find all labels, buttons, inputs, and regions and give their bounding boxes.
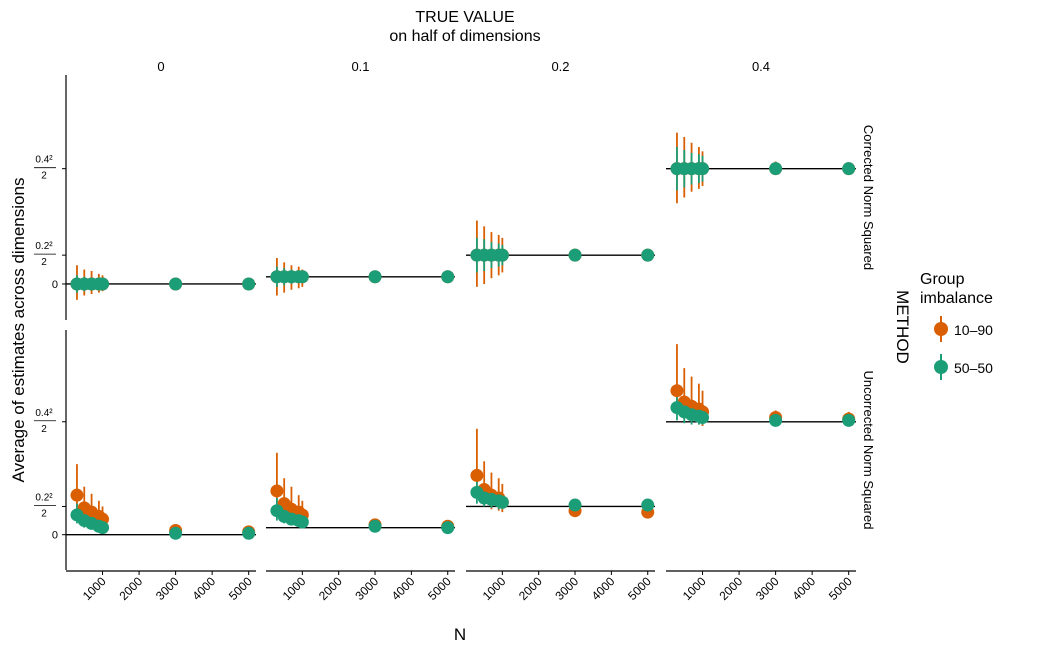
data-point (641, 248, 655, 262)
data-point (842, 162, 856, 176)
y-axis-label: Average of estimates across dimensions (9, 178, 28, 483)
data-point (368, 270, 382, 284)
x-tick-label: 1000 (80, 574, 109, 603)
data-point (495, 495, 509, 509)
data-point (270, 484, 284, 498)
y-tick-label-denominator: 2 (41, 257, 47, 268)
y-tick-label-denominator: 2 (41, 508, 47, 519)
x-tick-label: 5000 (625, 574, 654, 603)
data-point (696, 411, 710, 425)
data-point (295, 515, 309, 529)
data-point (441, 521, 455, 535)
y-tick-label-denominator: 2 (41, 424, 47, 435)
x-tick-label: 3000 (753, 574, 782, 603)
data-point (769, 162, 783, 176)
y-tick-label-denominator: 2 (41, 171, 47, 182)
legend: Group imbalance 10–90 50–50 (920, 270, 1035, 384)
legend-item-10-90: 10–90 (920, 316, 1035, 346)
data-point (568, 498, 582, 512)
data-point (441, 270, 455, 284)
data-point (169, 277, 183, 291)
data-point (568, 248, 582, 262)
legend-title-line1: Group (920, 271, 965, 288)
legend-item-label: 50–50 (954, 360, 993, 376)
x-tick-label: 2000 (116, 574, 145, 603)
data-point (70, 488, 84, 502)
x-tick-label: 4000 (189, 574, 218, 603)
x-tick-label: 2000 (716, 574, 745, 603)
data-point (470, 468, 484, 482)
data-point (696, 162, 710, 176)
facet-column-label: 0.2 (551, 59, 569, 74)
legend-key-dot (934, 322, 948, 336)
x-tick-label: 1000 (280, 574, 309, 603)
y-tick-label-numerator: 0.4² (35, 408, 53, 419)
legend-item-50-50: 50–50 (920, 354, 1035, 384)
facet-row-label: Uncorrected Norm Squared (861, 371, 876, 530)
legend-title-line2: imbalance (920, 290, 993, 307)
y-tick-label-numerator: 0.2² (35, 241, 53, 252)
data-point (295, 270, 309, 284)
facet-column-label: 0.1 (351, 59, 369, 74)
x-tick-label: 4000 (589, 574, 618, 603)
facet-row-label: Corrected Norm Squared (861, 125, 876, 270)
y-tick-label-numerator: 0.4² (35, 155, 53, 166)
x-tick-label: 2000 (516, 574, 545, 603)
data-point (641, 498, 655, 512)
plot-area: 0 0.1 0.2 0.4 Corrected Norm Squared Uncorrec… (34, 59, 876, 603)
x-tick-label: 4000 (789, 574, 818, 603)
x-tick-label: 2000 (316, 574, 345, 603)
data-point (670, 384, 684, 398)
data-point (495, 248, 509, 262)
y-tick-label-numerator: 0.2² (35, 492, 53, 503)
facet-right-label: METHOD (893, 290, 912, 364)
data-point (169, 526, 183, 540)
y-tick-label: 0 (52, 530, 58, 542)
x-tick-label: 3000 (552, 574, 581, 603)
data-point (368, 519, 382, 533)
x-tick-label: 1000 (480, 574, 509, 603)
chart-title-line2: on half of dimensions (389, 28, 540, 45)
x-axis-label: N (454, 625, 466, 644)
facet-column-label: 0.4 (752, 59, 770, 74)
y-tick-label: 0 (52, 279, 58, 291)
x-tick-label: 3000 (153, 574, 182, 603)
data-point (842, 413, 856, 427)
x-tick-label: 5000 (826, 574, 855, 603)
data-point (242, 526, 256, 540)
x-tick-label: 1000 (680, 574, 709, 603)
data-point (242, 277, 256, 291)
x-tick-label: 5000 (425, 574, 454, 603)
chart-title-line1: TRUE VALUE (415, 9, 514, 26)
legend-key-dot (934, 360, 948, 374)
data-point (769, 413, 783, 427)
x-tick-label: 3000 (352, 574, 381, 603)
facet-column-label: 0 (157, 59, 164, 74)
x-tick-label: 4000 (389, 574, 418, 603)
data-point (96, 277, 110, 291)
x-tick-label: 5000 (226, 574, 255, 603)
legend-item-label: 10–90 (954, 322, 993, 338)
data-point (96, 521, 110, 535)
